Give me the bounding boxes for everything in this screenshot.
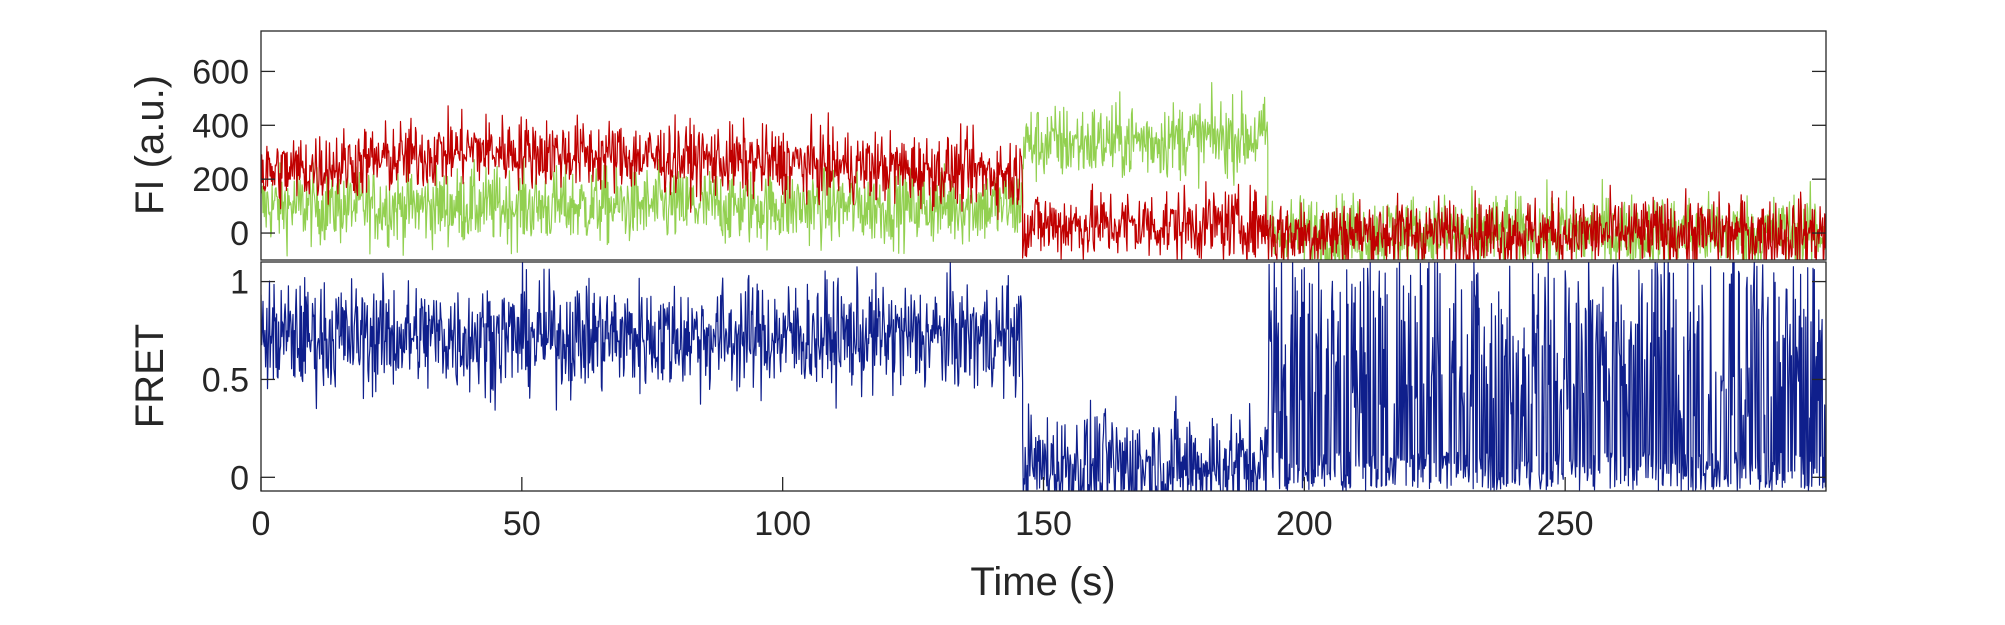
time-x-ticks: 0 50 100 150 200 250 bbox=[252, 477, 1594, 543]
trace-series-1 bbox=[261, 105, 1826, 260]
fluorescence-traces bbox=[261, 82, 1826, 260]
y-tick-label: 600 bbox=[192, 53, 249, 91]
x-tick-label: 250 bbox=[1537, 505, 1594, 543]
y-tick-label: 1 bbox=[230, 264, 249, 302]
fluorescence-y-axis-label: FI (a.u.) bbox=[128, 75, 172, 215]
fluorescence-panel: 0 200 400 600 FI (a.u.) bbox=[128, 30, 1827, 261]
trace-series-0 bbox=[261, 82, 1826, 260]
y-tick-label: 0 bbox=[230, 459, 249, 497]
trace-series-0 bbox=[261, 262, 1826, 491]
fret-panel: 00.51 0 50 100 150 200 250 FRET Time (s) bbox=[128, 261, 1827, 604]
fret-y-axis-label: FRET bbox=[128, 324, 172, 428]
y-tick-label: 0 bbox=[230, 215, 249, 253]
y-tick-label: 0.5 bbox=[202, 361, 249, 399]
fret-y-ticks: 00.51 bbox=[202, 264, 1826, 497]
x-tick-label: 100 bbox=[754, 505, 811, 543]
x-tick-label: 50 bbox=[503, 505, 541, 543]
x-tick-label: 0 bbox=[252, 505, 271, 543]
x-tick-label: 150 bbox=[1015, 505, 1072, 543]
time-x-axis-label: Time (s) bbox=[970, 560, 1115, 604]
fluorescence-y-ticks: 0 200 400 600 bbox=[192, 53, 1826, 253]
y-tick-label: 400 bbox=[192, 107, 249, 145]
fret-traces bbox=[261, 262, 1826, 491]
x-tick-label: 200 bbox=[1276, 505, 1333, 543]
y-tick-label: 200 bbox=[192, 161, 249, 199]
fluorescence-axes-frame bbox=[260, 30, 1827, 261]
